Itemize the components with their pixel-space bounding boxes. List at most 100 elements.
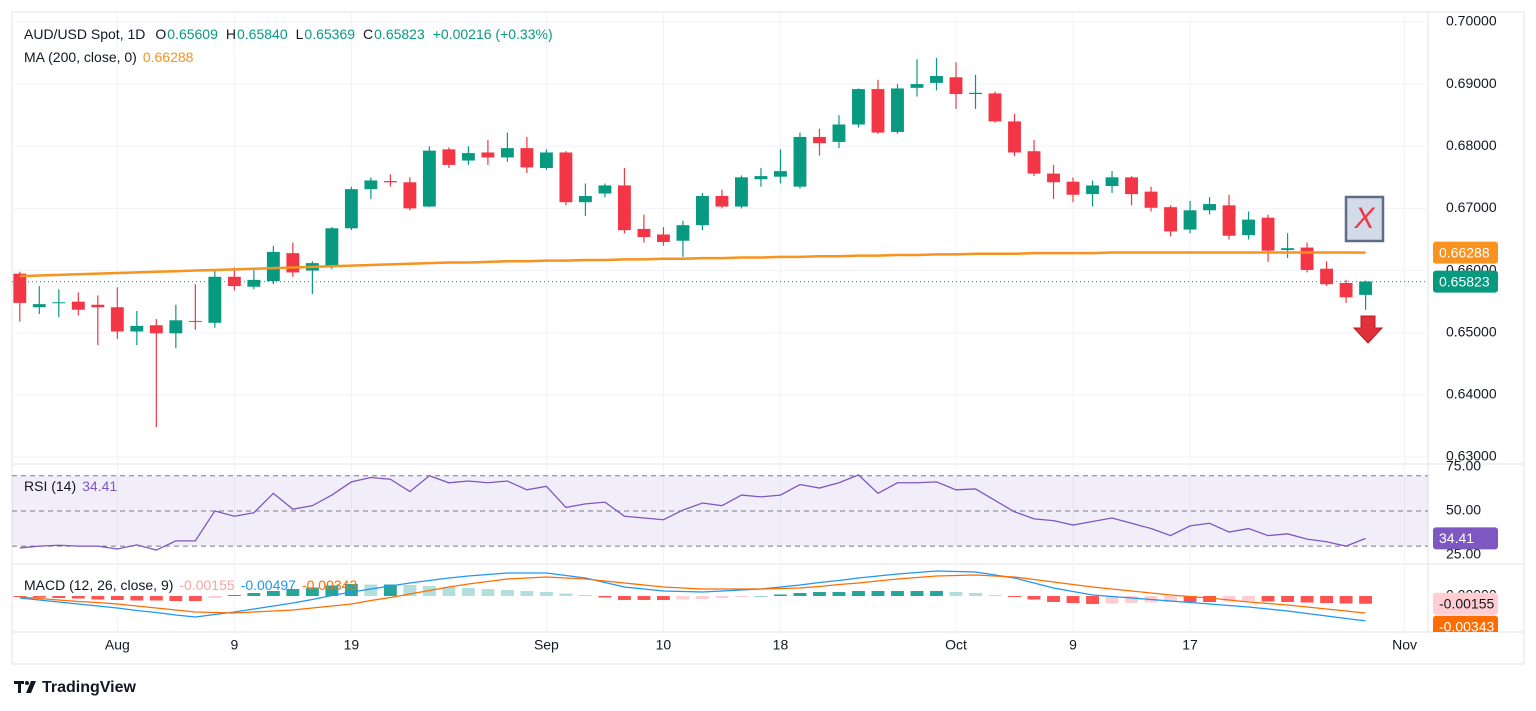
candle-body [520, 148, 534, 168]
candle-body [1144, 191, 1158, 208]
badge-text: 0.66288 [1439, 244, 1490, 260]
candle-body [1164, 207, 1177, 232]
candle-body [617, 185, 631, 231]
candle-body [169, 320, 183, 334]
legend-value: -0.00497 [240, 577, 296, 593]
x-tick-label: 19 [344, 637, 360, 653]
x-tick-label: 9 [230, 637, 238, 653]
candle-body [500, 148, 514, 158]
macd-histogram-bar [110, 596, 124, 600]
macd-histogram-bar [188, 596, 202, 601]
macd-histogram-bar [852, 591, 865, 596]
candle-body [852, 89, 865, 125]
macd-histogram-bar [988, 595, 1002, 596]
branding: TradingView [42, 679, 137, 696]
x-tick-label: Oct [945, 637, 967, 653]
candle-body [91, 304, 105, 308]
badge-text: -0.00343 [1439, 618, 1494, 634]
legend-value: 34.41 [82, 478, 118, 494]
legend-change: +0.00216 (+0.33%) [432, 26, 553, 42]
candle-body [13, 273, 27, 303]
candle-body [188, 320, 202, 322]
macd-histogram-bar [13, 596, 27, 597]
badge-text: 34.41 [1439, 530, 1474, 546]
candle-body [130, 325, 144, 332]
axis-badge: -0.00155 [1433, 592, 1498, 615]
ohlc-label: L [295, 26, 304, 42]
candle-body [286, 253, 300, 273]
legend-value: 0.66288 [142, 49, 194, 65]
macd-histogram-bar [1105, 596, 1119, 604]
legend-value: -0.00343 [301, 577, 358, 593]
macd-histogram-bar [1125, 596, 1138, 603]
candle-body [266, 251, 280, 282]
candle-body [539, 152, 553, 169]
candle-body [559, 152, 573, 203]
legend-value: -0.00155 [179, 577, 235, 593]
rsi-band [12, 475, 1428, 547]
macd-histogram-bar [793, 593, 807, 596]
y-tick-label: 0.67000 [1446, 199, 1497, 215]
macd-histogram-bar [208, 596, 222, 598]
candle-body [637, 228, 651, 237]
macd-histogram-bar [539, 592, 553, 596]
macd-histogram-bar [149, 596, 163, 601]
candle-body [871, 89, 885, 133]
x-tick-label: 17 [1182, 637, 1198, 653]
overlay: X TradingView [14, 195, 1385, 696]
macd-histogram-bar [481, 589, 495, 596]
macd-histogram-bar [305, 587, 319, 596]
grid: Aug 9 19 Sep 10 18 Oct 9 17 Nov 0.70000 0.69000 0.68… [12, 12, 1497, 653]
ohlc-value: 0.65840 [237, 26, 288, 42]
macd-histogram-bar [1047, 596, 1060, 602]
y-tick-label: 0.63000 [1446, 448, 1497, 464]
candle-body [110, 307, 124, 332]
legend-name: MACD (12, 26, close, 9) [24, 577, 174, 593]
x-tick-label: Nov [1392, 637, 1417, 653]
macd-histogram-bar [578, 595, 592, 596]
macd-histogram-bar [461, 588, 475, 596]
macd-histogram-bar [637, 596, 651, 600]
y-tick-label: 0.68000 [1446, 137, 1497, 153]
macd-histogram-bar [559, 593, 573, 596]
macd-line [19, 570, 1366, 622]
macd-histogram-bar [696, 596, 709, 599]
macd-histogram-bar [32, 596, 46, 598]
macd-histogram-bar [813, 592, 826, 596]
macd-histogram-bar [774, 594, 787, 596]
x-tick-label: Aug [105, 637, 130, 653]
candle-body [930, 76, 943, 83]
macd-histogram-bar [91, 596, 105, 600]
candle-body [481, 152, 495, 158]
candle-body [32, 304, 46, 308]
macd-histogram-bar [676, 596, 690, 600]
legend-title: AUD/USD Spot, 1D [24, 26, 146, 42]
macd-histogram-bar [442, 587, 456, 596]
candle-body [832, 124, 846, 142]
macd-histogram-bar [403, 585, 417, 596]
macd-histogram-bar [891, 591, 904, 596]
x-tick-label: 18 [773, 637, 789, 653]
candle-body [657, 234, 670, 242]
macd-histogram-bar [617, 596, 631, 600]
candle-body [1183, 210, 1197, 230]
macd-histogram-bar [71, 596, 85, 599]
macd-histogram-bar [1008, 596, 1021, 597]
candle-body [598, 185, 612, 194]
macd-histogram-bar [1066, 596, 1080, 603]
candle-body [754, 176, 768, 180]
macd-histogram-bar [871, 591, 885, 596]
candle-body [422, 150, 436, 207]
logo-mark [25, 681, 29, 685]
candle-body [149, 325, 163, 334]
macd-histogram-bar [657, 596, 670, 600]
macd-histogram-bar [1183, 596, 1197, 602]
candle-body [735, 177, 748, 207]
moving-average [19, 251, 1366, 278]
y-tick-label: 0.70000 [1446, 13, 1497, 29]
candle-body [1300, 247, 1314, 270]
x-tick-label: 10 [656, 637, 672, 653]
candle-body [1339, 282, 1353, 298]
rsi-legend: RSI (14) 34.41 [24, 477, 123, 495]
candle-body [715, 195, 729, 207]
